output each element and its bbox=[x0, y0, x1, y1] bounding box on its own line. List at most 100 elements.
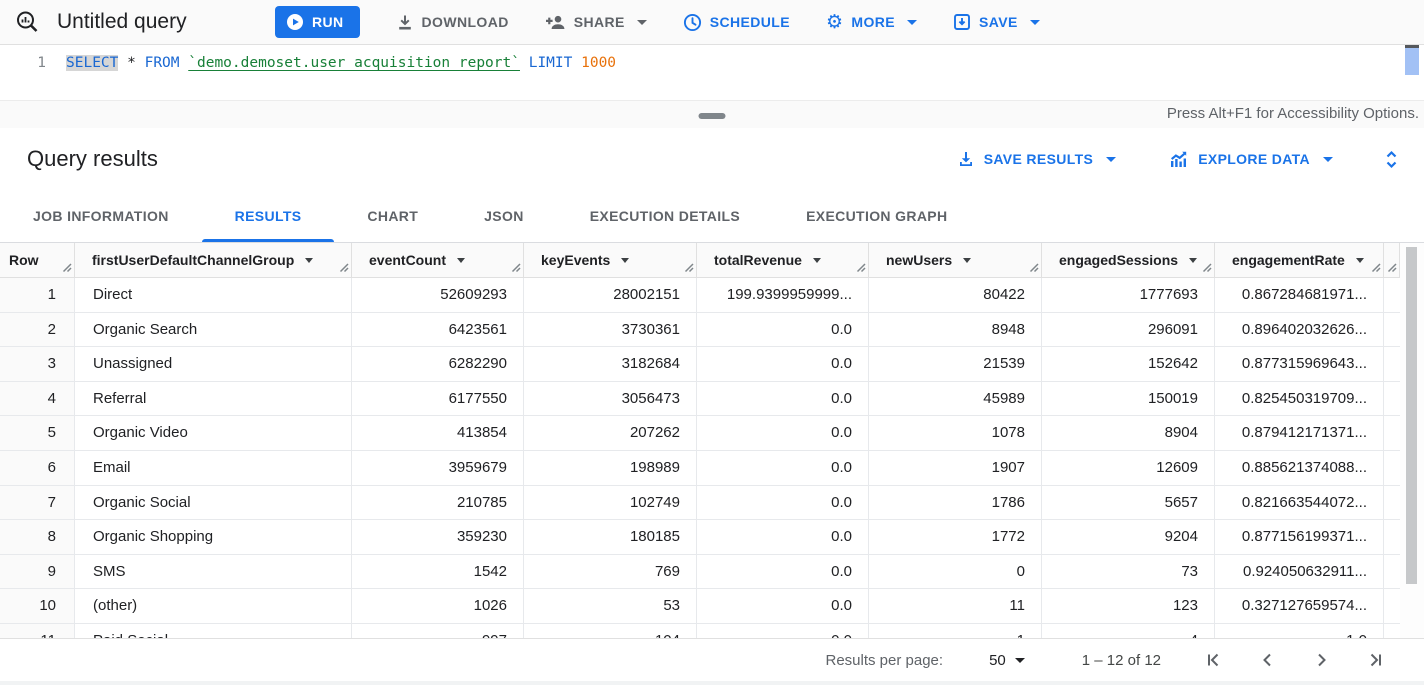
sql-token-plain bbox=[180, 55, 189, 71]
editor-toolbar: Untitled query RUN DOWNLOAD SHARE bbox=[0, 0, 1424, 45]
table-cell: 5 bbox=[0, 416, 75, 451]
editor-scrollbar-thumb[interactable] bbox=[1405, 48, 1419, 75]
table-cell: 0.0 bbox=[697, 347, 869, 382]
horizontal-scrollbar[interactable] bbox=[0, 681, 1424, 685]
more-button[interactable]: ⚙ MORE bbox=[826, 12, 917, 32]
table-cell: 150019 bbox=[1042, 381, 1215, 417]
unfold-chevrons-icon bbox=[1383, 148, 1400, 171]
table-cell: Referral bbox=[75, 381, 352, 417]
query-title[interactable]: Untitled query bbox=[57, 10, 187, 33]
column-header-newUsers[interactable]: newUsers bbox=[869, 243, 1042, 278]
tab-job-information[interactable]: JOB INFORMATION bbox=[33, 208, 169, 224]
first-page-icon bbox=[1208, 653, 1219, 667]
chevron-right-icon bbox=[1318, 653, 1326, 667]
column-header-eventCount[interactable]: eventCount bbox=[352, 243, 524, 278]
table-cell: SMS bbox=[75, 554, 352, 590]
column-menu-icon[interactable] bbox=[305, 257, 314, 263]
chevron-down-icon bbox=[636, 19, 647, 25]
table-cell: 359230 bbox=[352, 520, 524, 555]
chevron-down-icon bbox=[1029, 19, 1040, 25]
save-button[interactable]: SAVE bbox=[953, 13, 1040, 31]
next-page-button[interactable] bbox=[1311, 650, 1332, 670]
tab-json[interactable]: JSON bbox=[484, 208, 524, 224]
page-size-select[interactable]: 50 bbox=[989, 652, 1025, 669]
first-page-button[interactable] bbox=[1203, 650, 1224, 670]
column-resize-grip[interactable] bbox=[856, 260, 866, 276]
previous-page-button[interactable] bbox=[1257, 650, 1278, 670]
column-header-engagedSessions[interactable]: engagedSessions bbox=[1042, 243, 1215, 278]
results-title: Query results bbox=[27, 146, 158, 171]
share-button[interactable]: SHARE bbox=[545, 13, 647, 31]
table-cell: 3 bbox=[0, 347, 75, 382]
column-label: newUsers bbox=[886, 252, 953, 268]
tab-results[interactable]: RESULTS bbox=[201, 190, 335, 242]
table-scrollbar-thumb[interactable] bbox=[1406, 247, 1417, 584]
save-icon bbox=[953, 13, 971, 31]
panel-resize-handle[interactable] bbox=[698, 113, 726, 119]
column-header-Row[interactable]: Row bbox=[0, 243, 75, 278]
column-label: engagementRate bbox=[1232, 252, 1345, 268]
table-header-row: Row firstUserDefaultChannelGroup eventCoun… bbox=[0, 243, 1400, 278]
last-page-button[interactable] bbox=[1365, 650, 1386, 670]
table-cell: 0.877315969643... bbox=[1215, 347, 1384, 382]
results-table: Row firstUserDefaultChannelGroup eventCoun… bbox=[0, 243, 1424, 638]
table-cell: 0.0 bbox=[697, 485, 869, 521]
column-menu-icon[interactable] bbox=[1355, 257, 1364, 263]
table-cell: 0.877156199371... bbox=[1215, 520, 1384, 555]
explore-data-button[interactable]: EXPLORE DATA bbox=[1168, 150, 1333, 169]
table-cell: 0.867284681971... bbox=[1215, 278, 1384, 313]
table-cell: 3959679 bbox=[352, 450, 524, 486]
column-menu-icon[interactable] bbox=[457, 257, 465, 263]
table-cell: 0.0 bbox=[697, 416, 869, 451]
table-cell: 0.0 bbox=[697, 312, 869, 348]
column-menu-icon[interactable] bbox=[812, 257, 821, 263]
column-resize-grip[interactable] bbox=[511, 260, 521, 276]
table-row: 9 SMS 1542 769 0.0 0 73 0.924050632911... bbox=[0, 554, 1400, 590]
column-menu-icon[interactable] bbox=[1189, 257, 1198, 263]
table-cell: 0.0 bbox=[697, 450, 869, 486]
column-resize-grip[interactable] bbox=[684, 260, 694, 276]
column-header-totalRevenue[interactable]: totalRevenue bbox=[697, 243, 869, 278]
column-header-firstUserDefaultChannelGroup[interactable]: firstUserDefaultChannelGroup bbox=[75, 243, 352, 278]
column-header-keyEvents[interactable]: keyEvents bbox=[524, 243, 697, 278]
table-cell: 3182684 bbox=[524, 347, 697, 382]
column-menu-icon[interactable] bbox=[963, 257, 972, 263]
clock-icon bbox=[683, 13, 702, 32]
column-menu-icon[interactable] bbox=[621, 257, 630, 263]
chevron-down-icon bbox=[1014, 657, 1025, 663]
table-vertical-scrollbar[interactable] bbox=[1400, 243, 1424, 638]
column-resize-grip[interactable] bbox=[1029, 260, 1039, 276]
schedule-button-label: SCHEDULE bbox=[709, 14, 790, 30]
column-resize-grip[interactable] bbox=[1387, 260, 1397, 276]
table-cell-spacer bbox=[1384, 555, 1400, 590]
table-cell: 997 bbox=[352, 623, 524, 638]
table-cell: 0.879412171371... bbox=[1215, 416, 1384, 451]
sql-token-plain bbox=[118, 55, 127, 71]
column-resize-grip[interactable] bbox=[1202, 260, 1212, 276]
editor-scrollbar[interactable] bbox=[1405, 45, 1419, 100]
sql-token-keyword: LIMIT bbox=[528, 55, 573, 71]
column-header-engagementRate[interactable]: engagementRate bbox=[1215, 243, 1384, 278]
column-resize-grip[interactable] bbox=[1371, 260, 1381, 276]
table-cell: 9 bbox=[0, 554, 75, 590]
column-resize-grip[interactable] bbox=[62, 260, 72, 276]
tab-chart[interactable]: CHART bbox=[367, 208, 419, 224]
table-cell: Organic Video bbox=[75, 416, 352, 451]
more-button-label: MORE bbox=[851, 14, 895, 30]
schedule-button[interactable]: SCHEDULE bbox=[683, 13, 790, 32]
table-cell: 0.885621374088... bbox=[1215, 450, 1384, 486]
download-button[interactable]: DOWNLOAD bbox=[396, 13, 509, 31]
download-button-label: DOWNLOAD bbox=[421, 14, 509, 30]
run-button[interactable]: RUN bbox=[275, 6, 360, 38]
column-resize-grip[interactable] bbox=[339, 260, 349, 276]
sql-editor[interactable]: 1 SELECT * FROM `demo.demoset.user_acqui… bbox=[0, 45, 1424, 100]
collapse-results-button[interactable] bbox=[1383, 148, 1400, 171]
table-cell: 53 bbox=[524, 589, 697, 624]
sql-token-table-link[interactable]: `demo.demoset.user_acquisition_report` bbox=[188, 55, 520, 71]
save-results-button[interactable]: SAVE RESULTS bbox=[957, 150, 1117, 168]
table-cell: 1542 bbox=[352, 554, 524, 590]
tab-execution-graph[interactable]: EXECUTION GRAPH bbox=[806, 208, 948, 224]
query-tab-icon bbox=[14, 9, 40, 35]
tab-execution-details[interactable]: EXECUTION DETAILS bbox=[589, 208, 741, 224]
table-cell: 2 bbox=[0, 312, 75, 348]
